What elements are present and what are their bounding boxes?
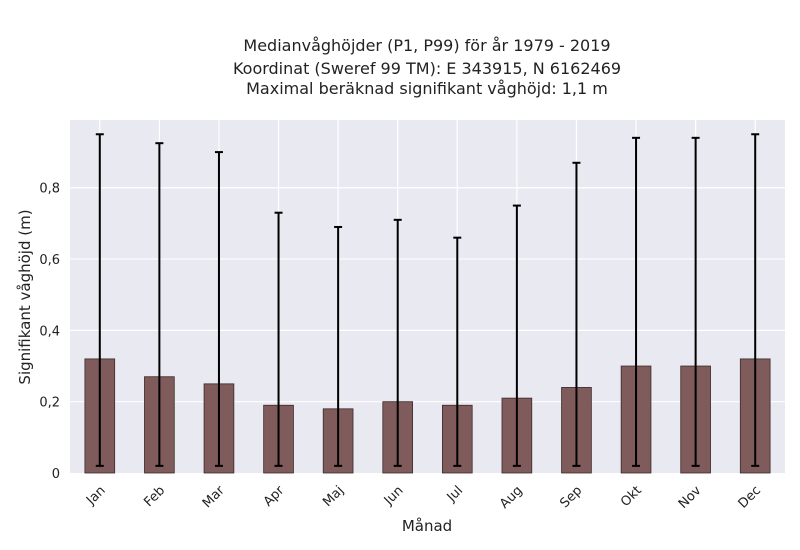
- error-bar-dec: [751, 133, 760, 467]
- error-bar-mar: [214, 151, 223, 467]
- y-axis-label: Signifikant våghöjd (m): [16, 209, 34, 384]
- x-tick-label-dec: Dec: [736, 483, 764, 511]
- x-tick-label-feb: Feb: [141, 483, 168, 510]
- x-tick-label-jan: Jan: [83, 483, 108, 508]
- x-axis-label: Månad: [402, 517, 452, 535]
- error-bar-nov: [691, 136, 700, 467]
- error-bar-feb: [155, 142, 164, 467]
- x-tick-label-okt: Okt: [618, 483, 645, 510]
- error-bar-jul: [453, 236, 462, 467]
- y-tick-label: 0,2: [39, 396, 60, 411]
- x-tick-label-sep: Sep: [557, 483, 585, 511]
- y-tick-label: 0,6: [39, 253, 60, 268]
- title-line-3: Maximal beräknad signifikant våghöjd: 1,…: [246, 79, 608, 98]
- x-tick-label-apr: Apr: [261, 483, 288, 510]
- x-tick-label-aug: Aug: [497, 483, 526, 512]
- y-tick-label: 0,4: [39, 324, 60, 339]
- x-tick-label-maj: Maj: [320, 483, 347, 510]
- x-tick-label-mar: Mar: [200, 483, 228, 511]
- error-bars: [95, 133, 760, 467]
- title-line-1: Medianvåghöjder (P1, P99) för år 1979 - …: [243, 36, 610, 55]
- chart-title: Medianvåghöjder (P1, P99) för år 1979 - …: [233, 36, 621, 98]
- error-bar-aug: [512, 204, 521, 467]
- x-tick-label-nov: Nov: [676, 483, 705, 512]
- x-axis-ticks: Jan Feb Mar Apr Maj Jun Jul Aug Sep Okt Nov Dec: [83, 483, 764, 512]
- y-tick-label: 0,8: [39, 182, 60, 197]
- x-tick-label-jun: Jun: [381, 483, 407, 509]
- title-line-2: Koordinat (Sweref 99 TM): E 343915, N 61…: [233, 59, 621, 78]
- y-axis-ticks: 0 0,2 0,4 0,6 0,8: [39, 182, 60, 482]
- error-bar-jan: [95, 133, 104, 467]
- error-bar-apr: [274, 211, 283, 467]
- error-bar-maj: [334, 225, 343, 467]
- error-bar-sep: [572, 161, 581, 467]
- error-bar-okt: [632, 136, 641, 467]
- y-tick-label: 0: [52, 467, 60, 482]
- plot-area: [70, 120, 785, 473]
- error-bar-jun: [393, 218, 402, 467]
- x-tick-label-jul: Jul: [444, 483, 466, 505]
